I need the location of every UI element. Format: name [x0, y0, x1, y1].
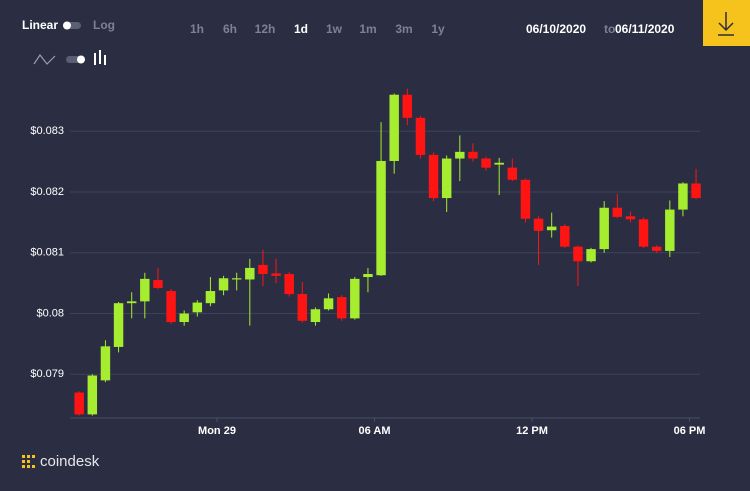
candle-body — [573, 246, 583, 262]
candle-body — [205, 291, 216, 304]
range-button[interactable]: 6h — [223, 22, 237, 36]
candle-body — [441, 158, 452, 199]
candle-body — [284, 274, 294, 295]
x-tick-label: 12 PM — [516, 425, 548, 437]
candle-body — [336, 297, 347, 319]
y-tick-label: $0.08 — [36, 307, 64, 319]
candle-body — [691, 183, 701, 199]
candle-body — [258, 264, 268, 275]
candle-body — [271, 273, 281, 276]
range-button[interactable]: 1d — [294, 22, 308, 36]
candle-body — [363, 274, 373, 278]
candle-body — [520, 179, 531, 219]
candle-body — [612, 207, 623, 217]
candle-body — [402, 94, 413, 118]
candle-body — [455, 151, 465, 159]
candle-body — [428, 154, 439, 199]
candle-body — [415, 117, 426, 155]
candle-body — [74, 392, 84, 415]
y-tick-label: $0.079 — [30, 368, 64, 380]
y-tick-label: $0.081 — [30, 247, 64, 259]
candle-body — [179, 313, 189, 323]
date-to[interactable]: 06/11/2020 — [615, 22, 675, 36]
y-tick-label: $0.082 — [30, 186, 64, 198]
candle-body — [87, 375, 98, 415]
range-button[interactable]: 12h — [255, 22, 276, 36]
candle-body — [297, 294, 308, 321]
range-button[interactable]: 1m — [359, 22, 376, 36]
candle-body — [481, 158, 491, 168]
x-tick-label: 06 PM — [674, 425, 706, 437]
scale-linear[interactable]: Linear — [22, 18, 58, 32]
candle-body — [166, 291, 176, 323]
range-button[interactable]: 1h — [190, 22, 204, 36]
candle-body — [546, 226, 557, 231]
candle-body — [126, 301, 137, 304]
candle-body — [586, 249, 596, 262]
candle-body — [533, 218, 544, 231]
candle-body — [638, 219, 649, 247]
candle-body — [376, 160, 386, 276]
candle-body — [153, 280, 163, 288]
candle-body — [678, 183, 688, 210]
candle-body — [218, 278, 229, 291]
candle-body — [113, 303, 124, 347]
brand-icon — [22, 455, 35, 468]
candle-body — [560, 225, 570, 247]
x-tick-label: Mon 29 — [198, 425, 236, 437]
candle-body — [192, 302, 203, 313]
candle-body — [468, 151, 478, 159]
date-separator: to — [604, 22, 615, 36]
candle-body — [140, 278, 150, 302]
candle-body — [100, 346, 111, 381]
line-mode-icon[interactable] — [33, 53, 56, 65]
scale-log[interactable]: Log — [93, 18, 115, 32]
date-from[interactable]: 06/10/2020 — [526, 22, 586, 36]
brand-name: coindesk — [40, 453, 100, 470]
download-icon — [718, 12, 734, 36]
candle-body — [507, 167, 518, 180]
candle-body — [665, 209, 675, 251]
candle-mode-icon[interactable] — [94, 50, 106, 65]
candle-body — [323, 298, 334, 310]
candle-body — [231, 278, 242, 280]
range-button[interactable]: 1w — [326, 22, 343, 36]
y-tick-label: $0.083 — [30, 125, 64, 137]
x-tick-label: 06 AM — [359, 425, 391, 437]
candle-body — [625, 216, 636, 220]
candle-body — [651, 246, 662, 251]
candle-body — [494, 162, 504, 165]
candle-body — [245, 267, 255, 280]
mode-toggle-knob — [77, 55, 85, 64]
scale-toggle-knob — [63, 21, 71, 30]
candle-body — [310, 309, 321, 323]
range-button[interactable]: 1y — [431, 22, 445, 36]
candle-body — [599, 207, 609, 250]
candle-body — [350, 278, 360, 319]
candle-body — [389, 94, 399, 161]
range-button[interactable]: 3m — [395, 22, 412, 36]
